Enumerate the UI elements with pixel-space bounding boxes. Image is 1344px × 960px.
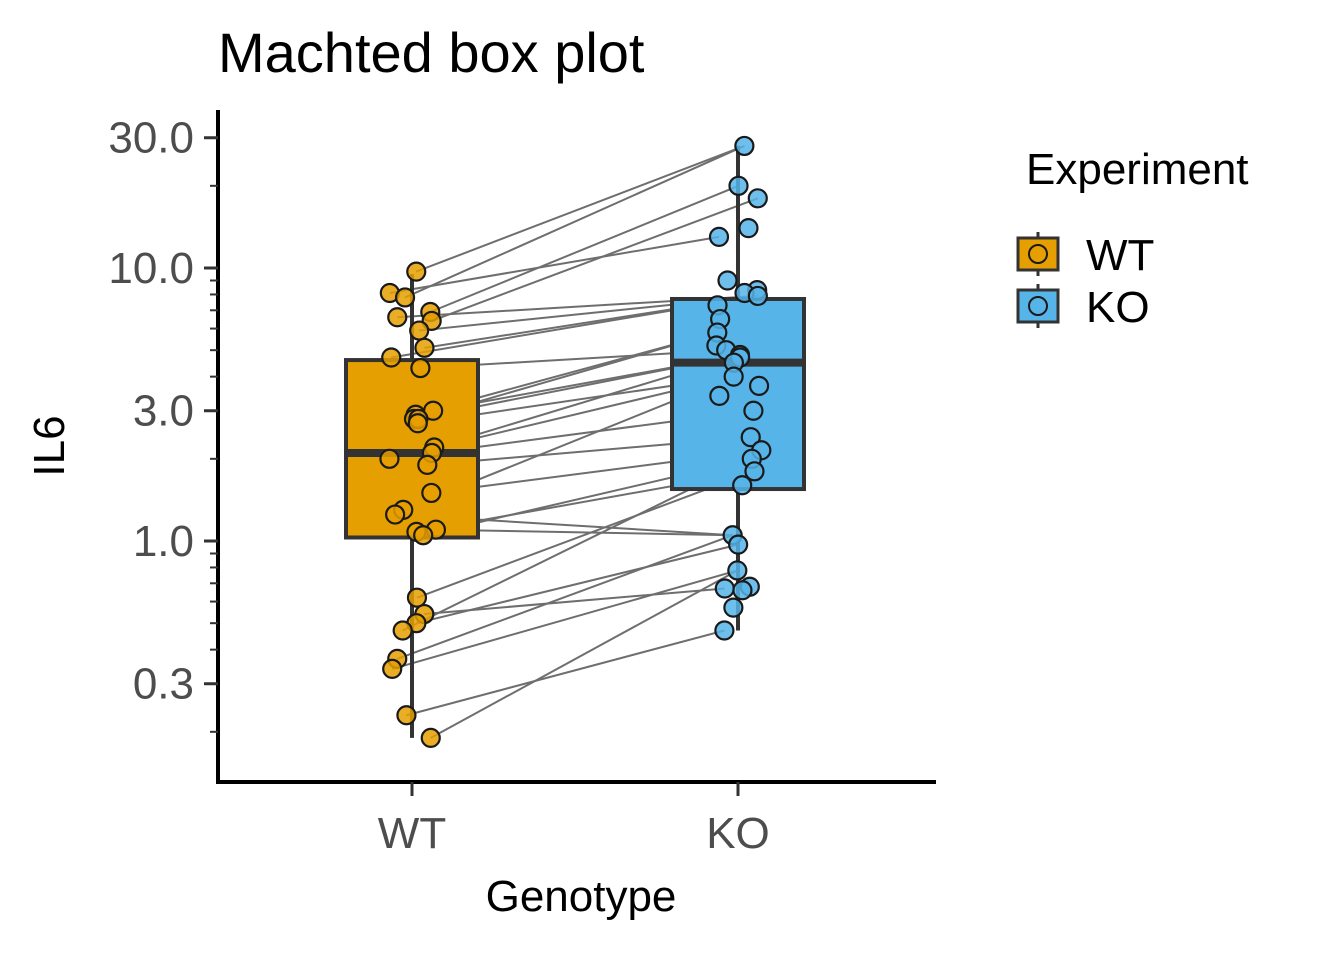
point-ko [748, 375, 770, 396]
pair-line [431, 197, 759, 322]
point-ko [728, 534, 749, 555]
data-points [379, 135, 772, 749]
point-ko [732, 475, 753, 496]
x-tick-label: WT [378, 809, 446, 858]
point-wt [394, 287, 416, 308]
y-tick-label: 0.3 [133, 660, 194, 709]
y-tick-label: 1.0 [133, 517, 194, 566]
point-ko [740, 427, 761, 448]
y-tick-label: 30.0 [108, 114, 194, 163]
point-wt [381, 347, 402, 368]
legend-key-box [1016, 236, 1060, 272]
point-ko [709, 385, 730, 407]
legend-title: Experiment [1026, 145, 1249, 194]
legend-item-wt: WT [1016, 231, 1154, 280]
point-ko [723, 597, 744, 618]
point-wt [396, 705, 417, 726]
point-wt [421, 482, 442, 504]
point-ko [717, 270, 738, 291]
point-wt [385, 504, 406, 525]
point-wt [420, 727, 441, 749]
pair-line [396, 534, 733, 660]
point-wt [392, 620, 413, 641]
legend-item-ko: KO [1016, 283, 1150, 332]
point-wt [417, 454, 438, 476]
y-tick-label: 10.0 [108, 244, 194, 293]
point-ko [714, 620, 735, 641]
point-ko [727, 560, 748, 581]
pair-line [406, 629, 725, 717]
legend-key-box [1016, 288, 1060, 324]
pair-line [429, 184, 739, 313]
point-ko [738, 218, 759, 239]
point-wt [407, 413, 428, 434]
point-ko [723, 366, 744, 387]
x-axis-title: Genotype [486, 872, 677, 921]
point-ko [714, 578, 735, 599]
point-ko [747, 285, 768, 307]
point-ko [734, 135, 755, 157]
y-tick-label: 3.0 [133, 387, 194, 436]
legend-label: KO [1086, 283, 1150, 332]
point-wt [406, 261, 427, 282]
point-wt [382, 658, 403, 680]
pair-line [416, 543, 739, 625]
x-tick-label: KO [706, 809, 770, 858]
legend-label: WT [1086, 231, 1154, 280]
point-ko [744, 461, 765, 482]
point-ko [743, 400, 764, 421]
point-wt [410, 357, 431, 379]
pair-line [416, 470, 755, 599]
box-ko [670, 296, 806, 492]
pair-line [404, 145, 745, 299]
pair-line [430, 569, 738, 739]
boxes [344, 145, 806, 738]
point-ko [728, 175, 749, 196]
point-wt [414, 337, 435, 358]
point-wt [409, 320, 430, 341]
pair-line [435, 528, 733, 537]
y-axis-title: IL6 [25, 415, 74, 476]
point-wt [379, 448, 400, 469]
point-ko [732, 580, 753, 601]
point-ko [747, 188, 768, 209]
point-wt [413, 525, 434, 546]
pair-line [415, 144, 745, 273]
legend-key-point [1028, 244, 1048, 264]
pair-line [391, 569, 738, 670]
legend-key-point [1028, 296, 1048, 316]
pair-line [389, 235, 720, 294]
point-ko [708, 226, 730, 247]
y-axis-ticks: 0.3 1.0 3.0 10.0 30.0 [108, 114, 218, 733]
x-axis-ticks: WT KO [378, 782, 770, 858]
chart-title: Machted box plot [218, 21, 645, 84]
point-wt [387, 307, 408, 328]
point-wt [406, 587, 428, 608]
